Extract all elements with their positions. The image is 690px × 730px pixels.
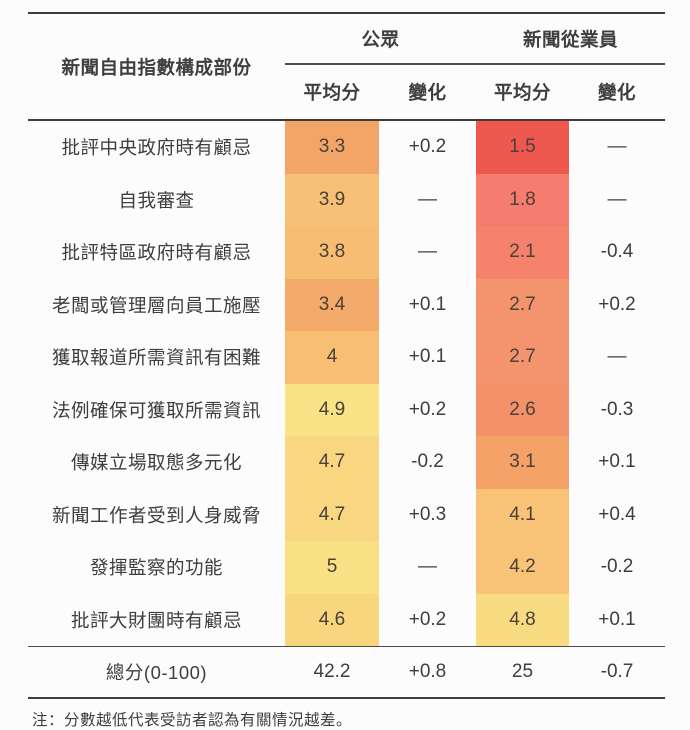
total-row: 總分(0-100) 42.2 +0.8 25 -0.7 (28, 646, 665, 699)
public-avg-cell: 4.7 (285, 436, 379, 489)
journalist-change-cell: — (607, 346, 627, 368)
press-freedom-index-table: 新聞自由指數構成部份 公眾 新聞從業員 平均分 變化 平均分 變化 批評中央政府… (28, 12, 665, 730)
table-row: 獲取報道所需資訊有困難 4 +0.1 2.7 — (28, 331, 665, 384)
row-label: 獲取報道所需資訊有困難 (51, 347, 261, 369)
group-header-divider (285, 63, 665, 65)
journalist-avg-cell: 2.6 (476, 383, 569, 436)
journalist-avg-cell: 1.5 (476, 121, 569, 174)
public-change-cell: +0.2 (408, 136, 447, 158)
row-label: 傳媒立場取態多元化 (70, 452, 242, 474)
journalist-avg-cell: 4.8 (476, 593, 569, 646)
journalist-change-cell: — (607, 136, 627, 158)
table-row: 傳媒立場取態多元化 4.7 -0.2 3.1 +0.1 (28, 436, 665, 489)
public-change-cell: — (418, 556, 437, 578)
table-row: 批評特區政府時有顧忌 3.8 — 2.1 -0.4 (28, 226, 665, 279)
public-avg-cell: 4.9 (285, 383, 379, 436)
public-avg-cell: 3.3 (285, 121, 379, 174)
public-avg-cell: 5 (285, 541, 379, 594)
journalist-change-cell: +0.1 (598, 451, 636, 473)
row-label: 批評大財團時有顧忌 (70, 609, 242, 631)
journalist-change-cell: -0.2 (600, 556, 634, 578)
table-header: 新聞自由指數構成部份 公眾 新聞從業員 平均分 變化 平均分 變化 (28, 12, 665, 121)
subheader-public-avg: 平均分 (303, 81, 361, 103)
table-row: 發揮監察的功能 5 — 4.2 -0.2 (28, 541, 665, 594)
journalist-avg-cell: 1.8 (476, 173, 569, 226)
corner-header: 新聞自由指數構成部份 (61, 56, 252, 78)
total-journalist-avg: 25 (511, 661, 534, 682)
total-journalist-change: -0.7 (600, 661, 634, 682)
table-body: 批評中央政府時有顧忌 3.3 +0.2 1.5— 自我審查 3.9—1.8— 批評特區政府時… (28, 121, 665, 646)
table-row: 法例確保可獲取所需資訊 4.9 +0.2 2.6 -0.3 (28, 383, 665, 436)
subheader-public-change: 變化 (408, 81, 447, 103)
journalist-avg-cell: 2.7 (476, 331, 569, 384)
row-label: 法例確保可獲取所需資訊 (51, 399, 261, 421)
public-change-cell: +0.1 (408, 346, 447, 368)
journalist-change-cell: +0.2 (598, 293, 636, 315)
public-change-cell: +0.1 (408, 293, 447, 315)
public-change-cell: — (418, 241, 437, 263)
public-avg-cell: 4.6 (285, 593, 379, 646)
public-change-cell: -0.2 (411, 451, 444, 473)
subheader-journalist-change: 變化 (597, 81, 636, 103)
public-change-cell: +0.2 (408, 398, 447, 420)
table-row: 老闆或管理層向員工施壓 3.4 +0.1 2.7 +0.2 (28, 278, 665, 331)
table-row: 批評大財團時有顧忌 4.6 +0.2 4.8 +0.1 (28, 593, 665, 646)
journalist-avg-cell: 3.1 (476, 436, 569, 489)
row-label: 自我審查 (118, 189, 195, 211)
total-label: 總分(0-100) (105, 662, 208, 683)
public-avg-cell: 4.7 (285, 488, 379, 541)
group-header-public: 公眾 (361, 29, 400, 50)
journalist-avg-cell: 2.7 (476, 278, 569, 331)
total-public-avg: 42.2 (313, 661, 351, 682)
footnote: 注：分數越低代表受訪者認為有關情況越差。 (32, 712, 353, 729)
public-avg-cell: 3.4 (285, 278, 379, 331)
row-label: 新聞工作者受到人身威脅 (51, 504, 261, 526)
total-public-change: +0.8 (408, 661, 447, 682)
public-change-cell: +0.3 (408, 503, 447, 525)
row-label: 老闆或管理層向員工施壓 (51, 294, 261, 316)
group-header-journalists: 新聞從業員 (522, 29, 618, 50)
public-avg-cell: 3.8 (285, 226, 379, 279)
journalist-avg-cell: 2.1 (476, 226, 569, 279)
table-row: 批評中央政府時有顧忌 3.3 +0.2 1.5 — (28, 121, 665, 174)
journalist-change-cell: -0.3 (600, 398, 634, 420)
journalist-change-cell: +0.1 (598, 608, 636, 630)
subheader-journalist-avg: 平均分 (493, 81, 551, 103)
public-change-cell: +0.2 (408, 608, 447, 630)
row-label: 發揮監察的功能 (89, 557, 223, 579)
journalist-change-cell: -0.4 (600, 241, 634, 263)
public-change-cell: — (418, 188, 437, 210)
row-label: 批評中央政府時有顧忌 (61, 137, 252, 159)
public-avg-cell: 4 (285, 331, 379, 384)
public-avg-cell: 3.9 (285, 173, 379, 226)
row-label: 批評特區政府時有顧忌 (61, 242, 252, 264)
table-row: 新聞工作者受到人身威脅 4.7 +0.3 4.1 +0.4 (28, 488, 665, 541)
journalist-avg-cell: 4.1 (476, 488, 569, 541)
table-row: 自我審查 3.9 — 1.8 — (28, 173, 665, 226)
journalist-change-cell: +0.4 (598, 503, 636, 525)
journalist-change-cell: — (607, 188, 627, 210)
journalist-avg-cell: 4.2 (476, 541, 569, 594)
